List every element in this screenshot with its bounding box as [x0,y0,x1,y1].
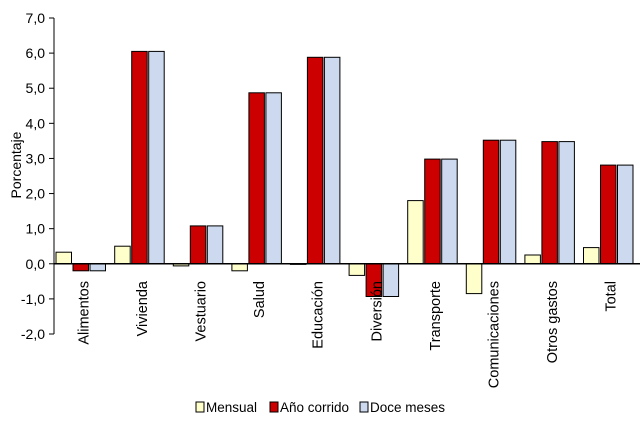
bar-total-año-corrido [600,164,617,265]
bar-otros-gastos-doce-meses [558,141,575,265]
bar-vestuario-año-corrido [189,225,207,265]
y-tick-label: 5,0 [26,80,46,96]
bar-alimentos-año-corrido [72,263,89,272]
bar-transporte-mensual [407,200,424,265]
category-label-diversión: Diversión [369,281,385,341]
bar-total-mensual [583,247,600,265]
bar-otros-gastos-mensual [524,254,541,265]
y-tick-label: 2,0 [26,186,46,202]
y-tick-label: 6,0 [26,45,46,61]
y-tick-label: 4,0 [26,115,46,131]
bar-comunicaciones-mensual [465,263,483,295]
legend-swatch-mensual [195,401,205,413]
bar-comunicaciones-año-corrido [482,139,500,265]
bar-transporte-año-corrido [424,158,441,265]
y-tick-label: -1,0 [21,291,45,307]
bar-salud-mensual [231,263,248,272]
category-label-comunicaciones: Comunicaciones [487,281,503,388]
category-label-otros-gastos: Otros gastos [545,281,561,363]
bar-salud-año-corrido [248,92,265,265]
bar-educación-doce-meses [323,56,341,265]
y-tick-label: 0,0 [26,256,46,272]
bar-transporte-doce-meses [441,158,458,265]
legend-swatch-doce-meses [359,401,369,413]
bar-diversión-doce-meses [382,263,400,297]
legend-swatch-año-corrido [269,401,279,413]
y-axis-label: Porcentaje [8,131,24,198]
y-tick-label: 1,0 [26,221,46,237]
category-label-total: Total [604,281,620,312]
legend-label-doce-meses: Doce meses [370,400,445,415]
bar-alimentos-mensual [55,251,72,265]
category-labels: Alimentos Vivienda Vestuario Salud Educación… [76,280,619,388]
bar-vivienda-doce-meses [148,50,165,265]
bar-diversión-mensual [348,263,366,276]
y-tick-label: 3,0 [26,150,46,166]
bar-educación-año-corrido [306,56,324,265]
legend: Mensual Año corrido Doce meses [195,400,445,415]
bar-vivienda-mensual [114,245,131,265]
bars-layer [55,50,634,297]
y-tick-label: 7,0 [26,10,46,26]
legend-label-año-corrido: Año corrido [280,400,349,415]
bar-alimentos-doce-meses [89,263,106,272]
category-label-vestuario: Vestuario [194,281,210,341]
axes-layer [49,17,640,335]
bar-otros-gastos-año-corrido [541,141,558,265]
y-tick-label: -2,0 [21,326,45,342]
category-label-educación: Educación [311,281,327,349]
bar-salud-doce-meses [265,92,282,265]
category-label-alimentos: Alimentos [76,281,92,345]
y-tick-labels: -2,0 -1,0 0,0 1,0 2,0 3,0 4,0 5,0 6,0 7,0 [21,10,45,342]
bar-total-doce-meses [617,164,634,265]
bar-vivienda-año-corrido [131,50,148,265]
bar-vestuario-doce-meses [206,225,224,265]
category-label-salud: Salud [252,281,268,318]
category-label-vivienda: Vivienda [135,280,151,336]
bar-comunicaciones-doce-meses [499,139,517,265]
category-label-transporte: Transporte [428,281,444,351]
legend-label-mensual: Mensual [206,400,257,415]
